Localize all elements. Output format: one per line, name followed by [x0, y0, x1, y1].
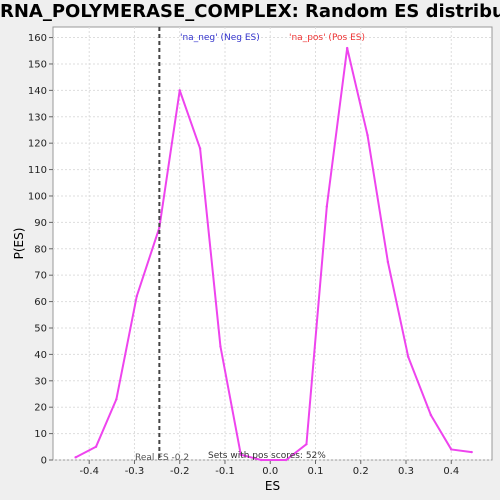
x-tick-label: 0.1	[308, 466, 324, 477]
data-point	[386, 260, 390, 264]
data-point	[407, 355, 410, 359]
x-tick-label: -0.2	[170, 466, 190, 477]
y-tick-label: 110	[28, 165, 47, 176]
x-tick-label: 0.3	[398, 466, 414, 477]
y-tick-label: 20	[34, 403, 47, 414]
data-point	[115, 398, 118, 401]
data-point	[178, 89, 181, 92]
y-tick-label: 160	[28, 33, 47, 44]
data-point	[259, 458, 263, 462]
y-tick-label: 70	[34, 271, 47, 282]
neg-es-label: 'na_neg' (Neg ES)	[180, 33, 260, 43]
x-tick-label: 0.2	[353, 466, 369, 477]
data-point	[158, 226, 161, 229]
data-point	[74, 456, 77, 459]
data-point	[305, 442, 308, 446]
data-point	[239, 453, 243, 456]
x-tick-label: -0.4	[79, 466, 99, 477]
data-point	[366, 134, 369, 137]
y-axis: 0 10 20 30 40 50 60 70 80 90 100 110 120 130 140 150 160	[28, 33, 53, 467]
real-es-label: Real ES -0.2	[135, 453, 189, 463]
data-point	[470, 450, 473, 454]
data-point	[219, 345, 222, 348]
y-tick-label: 10	[34, 429, 47, 440]
y-axis-label: P(ES)	[12, 228, 26, 260]
y-tick-label: 80	[34, 244, 47, 255]
data-point	[450, 448, 453, 451]
data-point	[345, 46, 349, 50]
x-tick-label: -0.1	[215, 466, 235, 477]
y-tick-label: 60	[34, 297, 47, 308]
x-axis: -0.4 -0.3 -0.2 -0.1 0.0 0.1 0.2 0.3 0.4	[79, 460, 459, 477]
pos-es-label: 'na_pos' (Pos ES)	[289, 33, 365, 43]
y-tick-label: 140	[28, 86, 47, 97]
series-group	[74, 46, 473, 462]
chart-title: RNA_POLYMERASE_COMPLEX: Random ES distri…	[0, 1, 500, 22]
y-tick-label: 40	[34, 350, 47, 361]
y-tick-label: 0	[41, 456, 47, 467]
distribution-line	[75, 47, 472, 461]
pos-scores-label: Sets with pos scores: 52%	[208, 451, 326, 461]
y-tick-label: 150	[28, 59, 47, 70]
plot-area	[52, 26, 493, 461]
y-tick-label: 30	[34, 376, 47, 387]
y-tick-label: 100	[28, 191, 47, 202]
y-tick-label: 50	[34, 323, 47, 334]
x-tick-label: 0.4	[443, 466, 459, 477]
y-tick-label: 130	[28, 112, 47, 123]
data-point	[94, 445, 98, 448]
y-tick-label: 120	[28, 139, 47, 150]
data-point	[135, 295, 138, 298]
x-tick-label: -0.3	[125, 466, 145, 477]
y-tick-label: 90	[34, 218, 47, 229]
x-tick-label: 0.0	[262, 466, 278, 477]
data-point	[284, 458, 288, 462]
x-axis-label: ES	[265, 479, 280, 493]
data-point	[198, 147, 202, 150]
data-point	[325, 205, 329, 208]
data-point	[429, 413, 433, 417]
